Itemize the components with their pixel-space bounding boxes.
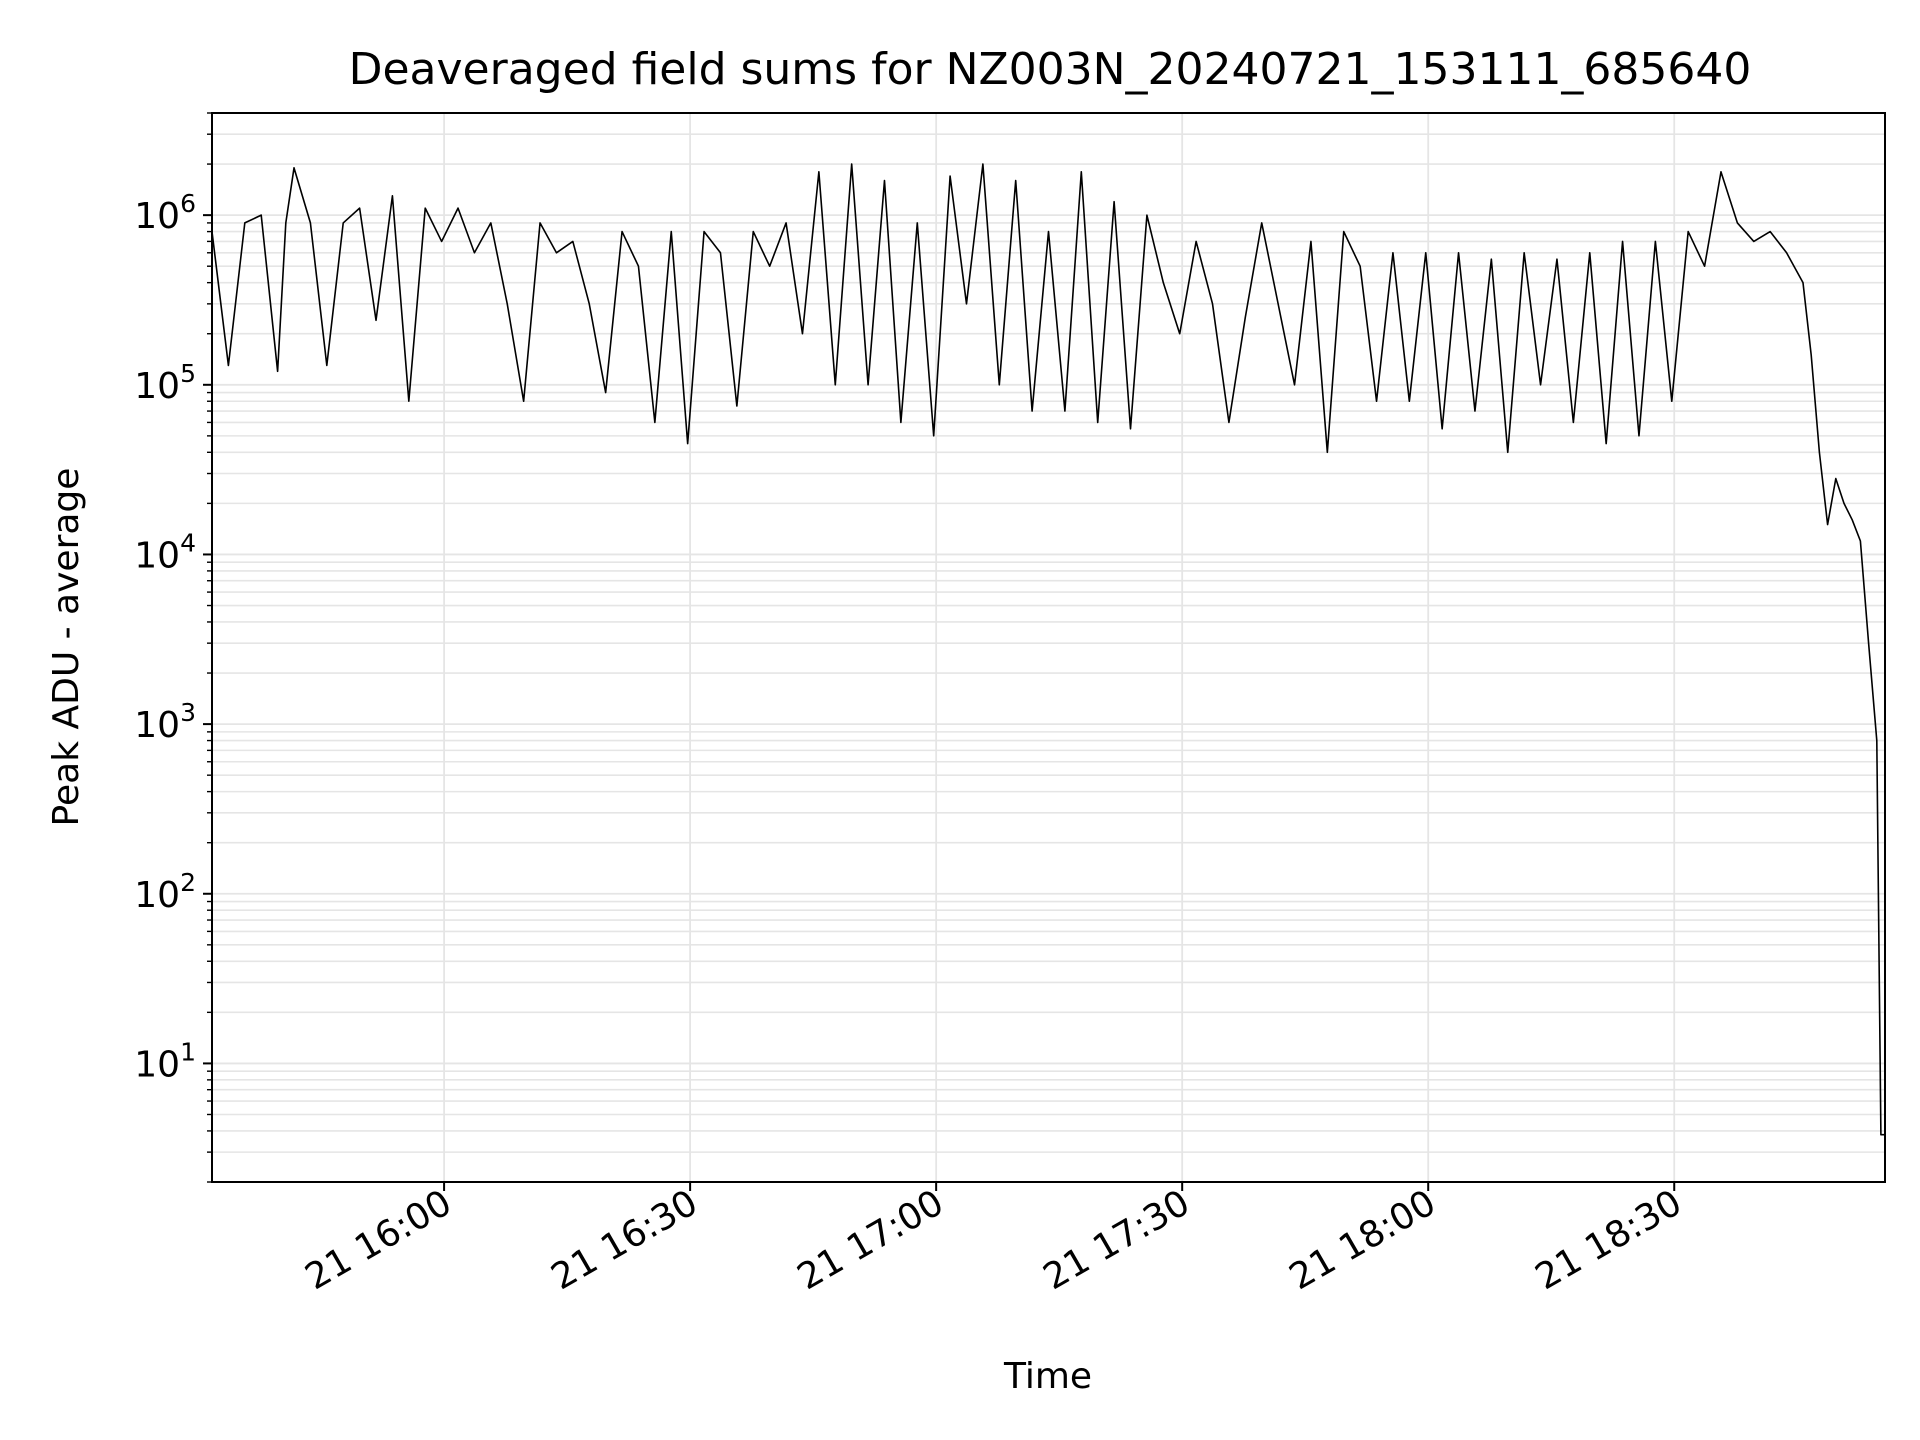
y-tick-label: 106 bbox=[134, 189, 196, 237]
y-axis-ticks: 101 102 103 104 105 106 bbox=[134, 112, 212, 1183]
x-axis-label: Time bbox=[1003, 1356, 1092, 1397]
y-axis-label: Peak ADU - average bbox=[46, 468, 87, 827]
series-line bbox=[211, 163, 1885, 1136]
plot-area bbox=[211, 163, 1885, 1136]
chart-title: Deaveraged field sums for NZ003N_2024072… bbox=[349, 44, 1752, 95]
y-tick-label: 103 bbox=[134, 698, 196, 746]
axes-frame bbox=[211, 112, 1886, 1183]
y-tick-label: 101 bbox=[134, 1037, 196, 1085]
y-tick-label: 105 bbox=[134, 359, 196, 407]
y-tick-label: 104 bbox=[134, 528, 196, 576]
y-tick-label: 102 bbox=[134, 868, 196, 916]
